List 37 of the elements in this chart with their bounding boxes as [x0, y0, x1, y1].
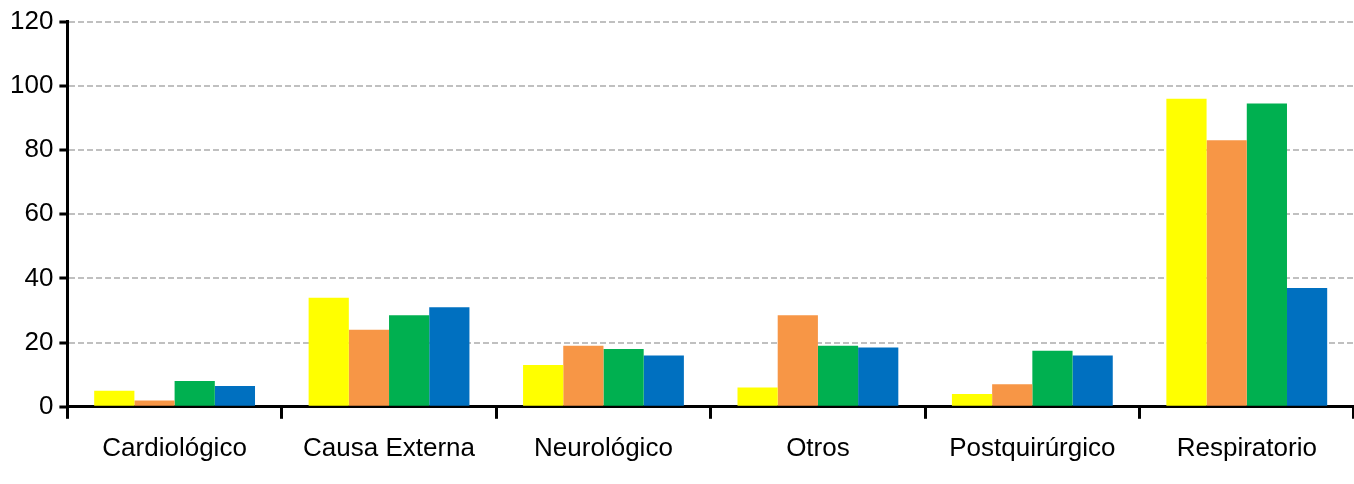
bar	[1286, 288, 1328, 406]
x-tick-label: Causa Externa	[303, 431, 476, 462]
y-tick-label: 0	[38, 389, 54, 420]
bar	[992, 384, 1033, 406]
bar	[737, 387, 778, 406]
x-tick-label: Cardiológico	[102, 431, 247, 462]
x-tick-label: Neurológico	[534, 431, 673, 462]
x-tick-label: Otros	[786, 431, 850, 462]
bar	[858, 347, 899, 406]
bar	[174, 381, 215, 406]
bar	[429, 307, 470, 406]
y-tick-label: 60	[24, 197, 54, 228]
bar	[134, 400, 175, 406]
bar	[94, 390, 135, 406]
x-tick-label: Postquirúrgico	[949, 431, 1116, 462]
bar	[643, 355, 684, 406]
bar	[308, 297, 349, 406]
bar	[1072, 355, 1113, 406]
y-tick-label: 40	[24, 261, 54, 292]
y-tick-label: 120	[9, 4, 54, 35]
y-tick-label: 20	[24, 325, 54, 356]
bar	[348, 329, 390, 406]
y-tick-label: 80	[24, 133, 54, 164]
bar	[777, 315, 818, 406]
bar	[214, 385, 256, 406]
bar	[1166, 98, 1207, 406]
y-tick-label: 100	[9, 68, 54, 99]
bar	[951, 393, 993, 406]
bar	[1206, 140, 1247, 406]
bar	[1032, 350, 1073, 406]
bar	[817, 345, 859, 406]
x-tick-label: Respiratorio	[1176, 431, 1317, 462]
bar	[523, 365, 564, 406]
bar	[1246, 103, 1287, 406]
bar	[563, 345, 604, 406]
bar	[389, 315, 430, 406]
bar	[603, 349, 644, 406]
